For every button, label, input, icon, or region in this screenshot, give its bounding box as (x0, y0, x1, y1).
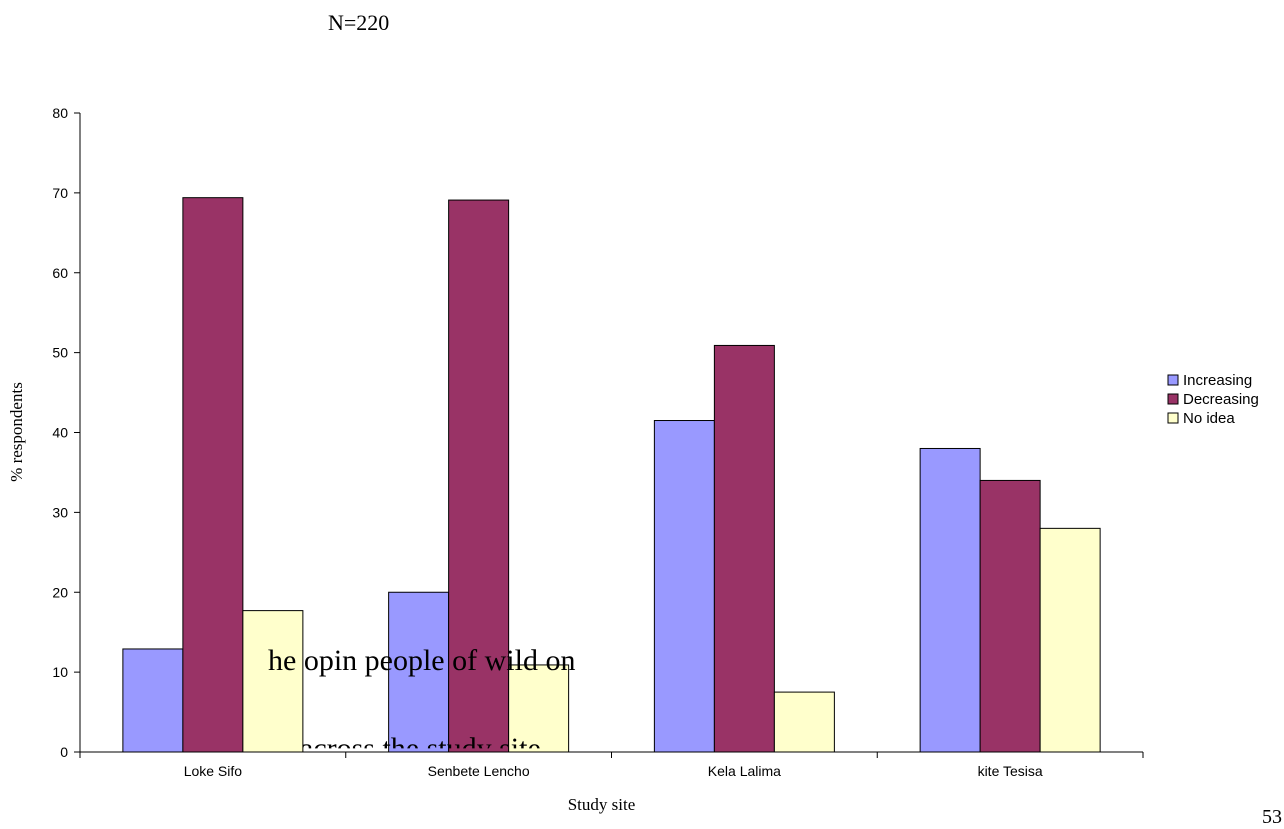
bar-no-idea (508, 664, 570, 753)
legend-label: No idea (1183, 410, 1235, 427)
bar-decreasing (713, 344, 775, 753)
x-category-label: Senbete Lencho (428, 763, 530, 779)
y-tick-label: 60 (52, 265, 68, 281)
x-axis-title: Study site (568, 795, 636, 814)
bar-increasing (388, 591, 450, 753)
legend-label: Increasing (1183, 372, 1252, 389)
bar-decreasing (979, 479, 1041, 753)
x-category-label: kite Tesisa (978, 763, 1043, 779)
y-tick-label: 50 (52, 345, 68, 361)
bar-decreasing (448, 199, 510, 753)
chart-labels: 0 10 20 30 40 50 60 70 80 Loke Sifo Senbete Lencho… (7, 105, 1043, 814)
y-tick-label: 30 (52, 504, 68, 520)
bar-decreasing (182, 197, 244, 753)
y-tick-label: 10 (52, 664, 68, 680)
y-tick-label: 70 (52, 185, 68, 201)
bar-increasing (122, 648, 184, 753)
bar-no-idea (1039, 527, 1101, 753)
legend-label: Decreasing (1183, 391, 1259, 408)
bar-increasing (919, 447, 981, 753)
y-tick-label: 40 (52, 425, 68, 441)
x-category-label: Loke Sifo (184, 763, 243, 779)
caption-fragment-line-1: he opin people of wild on (268, 644, 576, 677)
chart-bars (122, 197, 1101, 753)
y-tick-label: 80 (52, 105, 68, 121)
legend-swatch (1167, 393, 1179, 405)
sample-size-label: N=220 (328, 10, 390, 35)
bar-no-idea (773, 691, 835, 753)
legend-swatch (1167, 374, 1179, 386)
page-number: 53 (1262, 806, 1282, 828)
y-tick-label: 0 (60, 744, 68, 760)
bar-increasing (653, 420, 715, 753)
caption-fragment-line-2: across the study site. (300, 732, 549, 765)
bar-no-idea (242, 610, 304, 753)
chart-legend: Increasing Decreasing No idea (1167, 372, 1259, 427)
x-category-label: Kela Lalima (708, 763, 781, 779)
y-tick-label: 20 (52, 584, 68, 600)
legend-swatch (1167, 412, 1179, 424)
y-axis-title: % respondents (7, 382, 26, 482)
